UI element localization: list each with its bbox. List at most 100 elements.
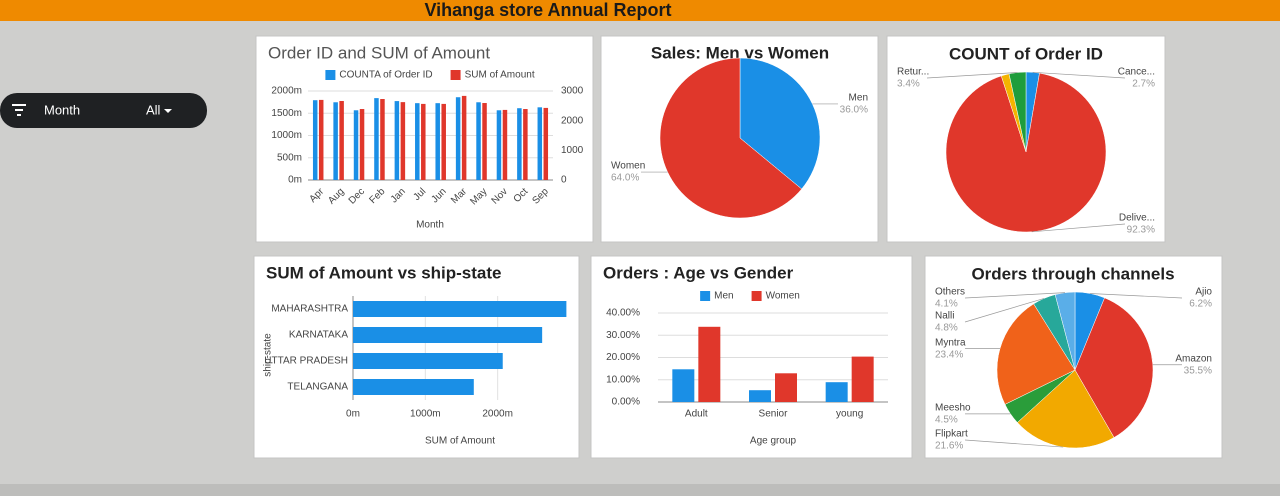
bar bbox=[502, 109, 508, 180]
y2-tick-label: 0 bbox=[561, 175, 567, 186]
header-band bbox=[0, 0, 1280, 21]
slice-label: Women bbox=[611, 161, 645, 172]
y-axis-label: ship-state bbox=[263, 333, 274, 377]
slice-label: Ajio bbox=[1195, 287, 1212, 298]
chart-title: Sales: Men vs Women bbox=[651, 43, 829, 62]
y-tick-label: 20.00% bbox=[606, 352, 640, 363]
chart-title: Orders : Age vs Gender bbox=[603, 263, 794, 282]
bar bbox=[825, 382, 848, 402]
legend-label: SUM of Amount bbox=[465, 70, 535, 81]
bar bbox=[672, 369, 695, 402]
bar bbox=[698, 326, 721, 402]
slice-value-label: 3.4% bbox=[897, 79, 920, 90]
pie-slice bbox=[996, 303, 1076, 405]
bar bbox=[441, 103, 446, 180]
pie-slice bbox=[1008, 71, 1027, 153]
slice-label: Amazon bbox=[1175, 353, 1212, 364]
bar bbox=[312, 100, 318, 180]
leader-line bbox=[926, 72, 1018, 79]
leader-line bbox=[1090, 293, 1183, 299]
bar bbox=[476, 102, 481, 180]
bar bbox=[318, 99, 324, 180]
bar bbox=[517, 108, 522, 180]
slice-value-label: 4.8% bbox=[935, 323, 958, 334]
leader-line bbox=[1031, 223, 1126, 233]
slice-label: Cance... bbox=[1118, 67, 1155, 78]
leader-line bbox=[1032, 71, 1126, 79]
slice-value-label: 36.0% bbox=[840, 105, 868, 116]
y-tick-label: 0.00% bbox=[612, 397, 640, 408]
x-tick-label: Senior bbox=[759, 409, 789, 420]
y-tick-label: 1500m bbox=[271, 108, 302, 119]
y-tick-label: 500m bbox=[277, 152, 302, 163]
bar bbox=[374, 98, 379, 180]
bar bbox=[482, 103, 487, 180]
y-tick-label: TELANGANA bbox=[287, 382, 348, 393]
bar bbox=[543, 107, 549, 180]
legend-label: Men bbox=[714, 291, 733, 302]
bar bbox=[415, 103, 420, 180]
x-axis-label: Month bbox=[416, 220, 444, 231]
bar bbox=[421, 103, 426, 180]
leader-line bbox=[964, 292, 1066, 299]
y-tick-label: 10.00% bbox=[606, 374, 640, 385]
slice-label: Myntra bbox=[935, 337, 966, 348]
pie-slice bbox=[1016, 369, 1115, 449]
bar bbox=[537, 107, 543, 180]
bar bbox=[394, 101, 400, 180]
slice-label: Meesho bbox=[935, 403, 971, 414]
x-tick-label: 1000m bbox=[410, 409, 441, 420]
slice-label: Flipkart bbox=[935, 429, 968, 440]
bar bbox=[359, 109, 365, 180]
slice-value-label: 4.5% bbox=[935, 415, 958, 426]
legend-label: Women bbox=[766, 291, 800, 302]
y-tick-label: 30.00% bbox=[606, 330, 640, 341]
month-filter[interactable]: Month All bbox=[0, 93, 207, 128]
y-tick-label: 40.00% bbox=[606, 308, 640, 319]
chart-title: Order ID and SUM of Amount bbox=[268, 43, 490, 62]
slice-value-label: 35.5% bbox=[1184, 365, 1212, 376]
dropdown-arrow[interactable] bbox=[164, 109, 172, 113]
y2-tick-label: 2000 bbox=[561, 115, 584, 126]
slice-value-label: 92.3% bbox=[1127, 225, 1155, 236]
slice-label: Others bbox=[935, 287, 965, 298]
y-tick-label: KARNATAKA bbox=[289, 330, 348, 341]
x-tick-label: 0m bbox=[346, 409, 360, 420]
legend-swatch bbox=[325, 70, 336, 80]
slice-label: Delive... bbox=[1119, 213, 1155, 224]
bar bbox=[353, 327, 543, 343]
report-title: Vihanga store Annual Report bbox=[424, 0, 671, 20]
slice-label: Retur... bbox=[897, 67, 929, 78]
legend: Men Women bbox=[700, 291, 800, 302]
bar bbox=[749, 390, 771, 402]
y-tick-label: MAHARASHTRA bbox=[271, 304, 348, 315]
bar bbox=[461, 95, 467, 180]
x-axis-label: SUM of Amount bbox=[425, 436, 495, 447]
bar bbox=[353, 353, 503, 369]
filter-value[interactable]: All bbox=[146, 102, 161, 117]
bar bbox=[496, 110, 502, 180]
legend-swatch bbox=[700, 291, 711, 301]
slice-label: Nalli bbox=[935, 311, 954, 322]
bar bbox=[523, 109, 528, 180]
slice-value-label: 64.0% bbox=[611, 173, 639, 184]
y2-tick-label: 1000 bbox=[561, 145, 584, 156]
pie-slice bbox=[739, 57, 821, 190]
chart-title: Orders through channels bbox=[971, 264, 1174, 283]
bar bbox=[333, 102, 338, 180]
legend: COUNTA of Order ID SUM of Amount bbox=[325, 70, 535, 81]
bar bbox=[851, 356, 874, 402]
bar bbox=[400, 102, 406, 180]
x-axis-label: Age group bbox=[750, 436, 797, 447]
slice-value-label: 23.4% bbox=[935, 349, 963, 360]
filter-pill[interactable] bbox=[0, 93, 207, 128]
legend-label: COUNTA of Order ID bbox=[339, 70, 432, 81]
bar bbox=[339, 101, 344, 180]
slice-value-label: 4.1% bbox=[935, 299, 958, 310]
y-tick-label: 2000m bbox=[271, 86, 302, 97]
chart-title: COUNT of Order ID bbox=[949, 44, 1103, 63]
x-tick-label: 2000m bbox=[482, 409, 513, 420]
slice-label: Men bbox=[849, 93, 868, 104]
bar bbox=[455, 97, 461, 180]
